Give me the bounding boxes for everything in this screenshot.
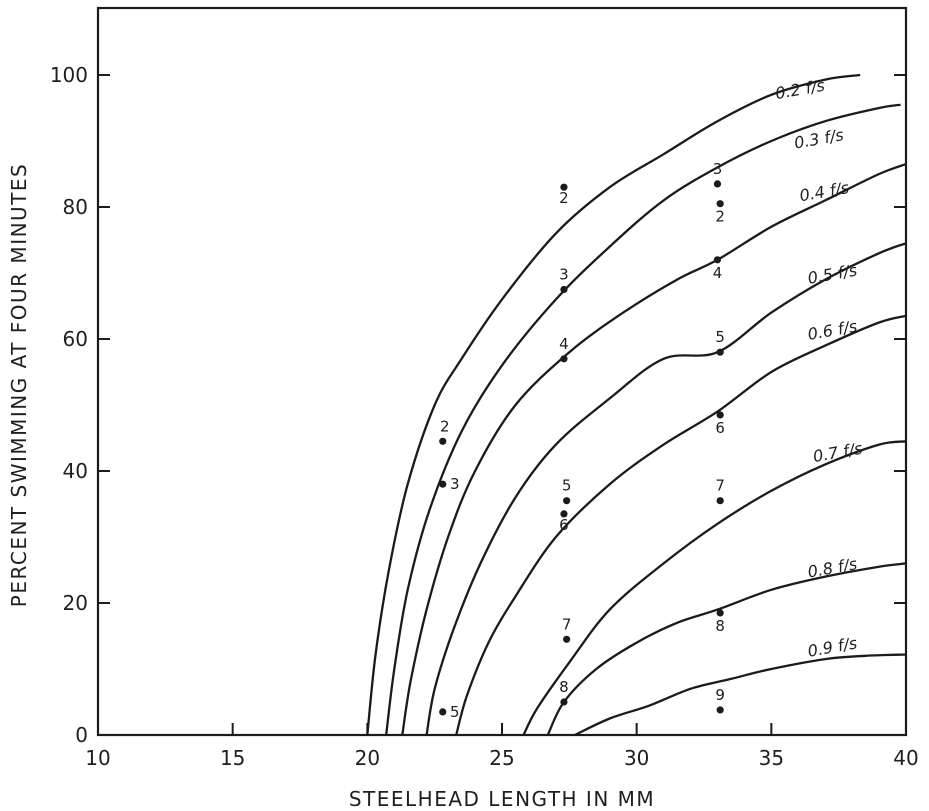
data-point-label: 5 [562, 477, 572, 495]
x-tick-label: 35 [759, 746, 784, 770]
data-point-label: 6 [715, 419, 725, 437]
data-point [560, 183, 568, 191]
data-point-label: 5 [715, 328, 725, 346]
y-tick-label: 0 [75, 723, 88, 747]
curve-0-4 [401, 163, 907, 736]
x-tick-label: 20 [355, 746, 380, 770]
data-point [560, 510, 568, 518]
data-point [716, 609, 724, 617]
plot-frame [96, 6, 908, 737]
data-point [716, 200, 724, 208]
y-tick-label: 60 [63, 327, 88, 351]
data-point-label: 7 [715, 477, 725, 495]
data-point [716, 497, 724, 505]
data-point-label: 7 [562, 615, 572, 633]
x-tick-label: 40 [893, 746, 918, 770]
y-tick-label: 100 [50, 63, 88, 87]
data-point [716, 348, 724, 356]
y-tick-label: 20 [63, 591, 88, 615]
data-point-label: 4 [713, 264, 723, 282]
data-point [713, 256, 722, 264]
curve-0-8 [546, 562, 907, 736]
data-point [560, 355, 568, 363]
data-point [560, 285, 568, 294]
data-point-label: 9 [715, 686, 725, 704]
y-tick-label: 80 [63, 195, 88, 219]
data-point-label: 4 [559, 335, 569, 353]
data-point [560, 698, 568, 706]
data-point [439, 480, 447, 488]
x-tick-label: 30 [624, 746, 649, 770]
data-point [716, 411, 724, 419]
data-point [439, 437, 447, 445]
data-point-label: 3 [450, 475, 460, 493]
data-point-label: 2 [715, 208, 725, 226]
data-point [439, 708, 447, 716]
curve-0-9 [574, 653, 907, 737]
data-point-label: 5 [450, 703, 460, 721]
y-axis: 0 20 40 60 80 100 [50, 63, 906, 747]
data-point-label: 3 [713, 160, 723, 178]
curve-0-6 [455, 314, 907, 736]
curve-label: 0.2 f/s [774, 76, 826, 103]
data-point [713, 180, 722, 188]
y-axis-title: PERCENT SWIMMING AT FOUR MINUTES [7, 163, 31, 607]
data-point-label: 2 [440, 417, 450, 435]
x-axis: 10 15 20 25 30 35 40 [85, 723, 919, 770]
data-point [563, 497, 571, 505]
curve-label: 0.4 f/s [798, 178, 850, 205]
x-tick-label: 10 [85, 746, 110, 770]
data-point-label: 8 [559, 678, 569, 696]
data-point-label: 6 [559, 516, 569, 534]
curve-0-5 [425, 242, 907, 736]
y-tick-label: 40 [63, 459, 88, 483]
data-point-label: 3 [559, 266, 569, 284]
x-tick-label: 15 [220, 746, 245, 770]
curve-0-7 [522, 440, 907, 736]
curve-label: 0.5 f/s [806, 260, 858, 287]
curve-0-3 [385, 103, 901, 736]
data-point [716, 706, 724, 714]
data-point-label: 8 [715, 617, 725, 635]
data-point-label: 2 [559, 189, 569, 207]
curve-label: 0.6 f/s [806, 317, 858, 344]
curves-layer: 0.2 f/s0.3 f/s0.4 f/s0.5 f/s0.6 f/s0.7 f… [366, 73, 907, 737]
curve-label: 0.8 f/s [806, 554, 858, 581]
points-layer: 2 3 4 5 6 7 8 2 3 5 3 2 4 5 6 7 8 9 [439, 160, 725, 721]
curve-label: 0.7 f/s [811, 439, 863, 466]
x-axis-title: STEELHEAD LENGTH IN MM [349, 787, 655, 811]
curve-0-2 [366, 73, 861, 736]
data-point [563, 635, 571, 643]
x-tick-label: 25 [489, 746, 514, 770]
